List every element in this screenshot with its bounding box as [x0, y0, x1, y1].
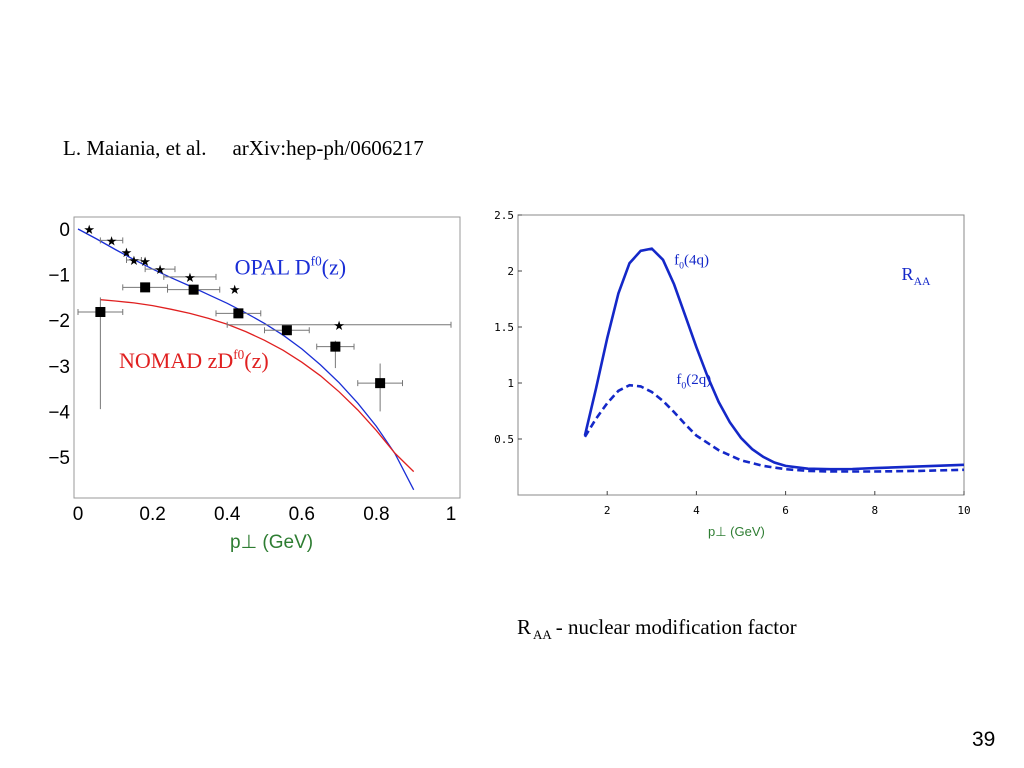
right-chart: 2 4 6 8 10 0.5 1 1.5 2 2.5 f0(4q) f0(2q) RAA p⊥ (Ge… [494, 210, 971, 539]
left-point-nomad [330, 341, 341, 352]
left-x-tick-label: 1 [446, 504, 457, 525]
citation-authors: L. Maiania, et al. [63, 136, 207, 160]
right-curve-2q [583, 383, 965, 473]
right-y-tick-label: 2 [507, 265, 514, 278]
left-curve-nomad [100, 299, 415, 473]
left-y-tick-label: −2 [48, 311, 70, 332]
left-y-tick-label: −1 [48, 266, 70, 287]
right-series-label-4q: f0(4q) [674, 252, 709, 271]
left-x-tick-label: 0.4 [214, 504, 241, 525]
right-plot-frame [517, 214, 965, 496]
caption: R AA - nuclear modification factor [517, 615, 797, 642]
right-y-tick-label: 1 [507, 377, 514, 390]
left-point-opal: ★ [229, 282, 241, 297]
left-point-opal: ★ [121, 245, 133, 260]
left-point-nomad [281, 325, 292, 336]
left-point-opal: ★ [106, 233, 118, 248]
slide-number: 39 [972, 728, 996, 751]
raa-legend-label: RAA [902, 264, 931, 288]
left-point-opal: ★ [333, 318, 345, 333]
left-plot-frame [73, 216, 461, 499]
left-x-tick-label: 0 [73, 504, 84, 525]
left-point-nomad [188, 284, 199, 295]
left-x-tick-label: 0.2 [139, 504, 165, 525]
opal-curve-label: OPAL Df0(z) [235, 253, 346, 279]
left-point-nomad [233, 308, 244, 319]
left-y-tick-label: −5 [48, 448, 70, 469]
left-point-opal: ★ [128, 253, 140, 268]
left-x-tick-label: 0.8 [363, 504, 389, 525]
left-point-opal: ★ [184, 270, 196, 285]
left-point-nomad [375, 378, 386, 389]
right-x-tick-label: 2 [604, 504, 611, 517]
right-x-tick-label: 8 [871, 504, 878, 517]
left-y-tick-label: −4 [48, 402, 70, 423]
left-x-axis-label: p⊥ (GeV) [230, 532, 313, 553]
left-y-tick-label: 0 [59, 220, 70, 241]
right-x-axis-label: p⊥ (GeV) [708, 524, 765, 539]
left-point-opal: ★ [154, 262, 166, 277]
caption-subscript: AA [533, 627, 552, 642]
right-x-tick-label: 4 [693, 504, 700, 517]
right-series-label-2q: f0(2q) [676, 372, 711, 391]
right-curve-4q [583, 247, 965, 471]
right-x-tick-label: 6 [782, 504, 789, 517]
caption-symbol: R [517, 615, 532, 639]
nomad-curve-label: NOMAD zDf0(z) [119, 347, 269, 373]
left-point-opal: ★ [83, 222, 95, 237]
right-y-tick-label: 1.5 [494, 321, 514, 334]
right-y-tick-label: 0.5 [494, 433, 514, 446]
left-x-tick-label: 0.6 [289, 504, 315, 525]
right-x-tick-label: 10 [957, 504, 970, 517]
citation: L. Maiania, et al. arXiv:hep-ph/0606217 [63, 136, 424, 161]
left-point-nomad [140, 282, 151, 293]
left-y-tick-label: −3 [48, 357, 70, 378]
left-point-nomad [95, 306, 106, 317]
left-chart: ★★★★ ★★★★★ OPAL Df0(z)NOMAD zDf0(z) 0 0.2 0… [48, 216, 461, 553]
caption-text: - nuclear modification factor [555, 615, 797, 639]
right-y-tick-label: 2.5 [494, 210, 514, 222]
left-point-opal: ★ [139, 254, 151, 269]
citation-reference: arXiv:hep-ph/0606217 [232, 136, 424, 160]
